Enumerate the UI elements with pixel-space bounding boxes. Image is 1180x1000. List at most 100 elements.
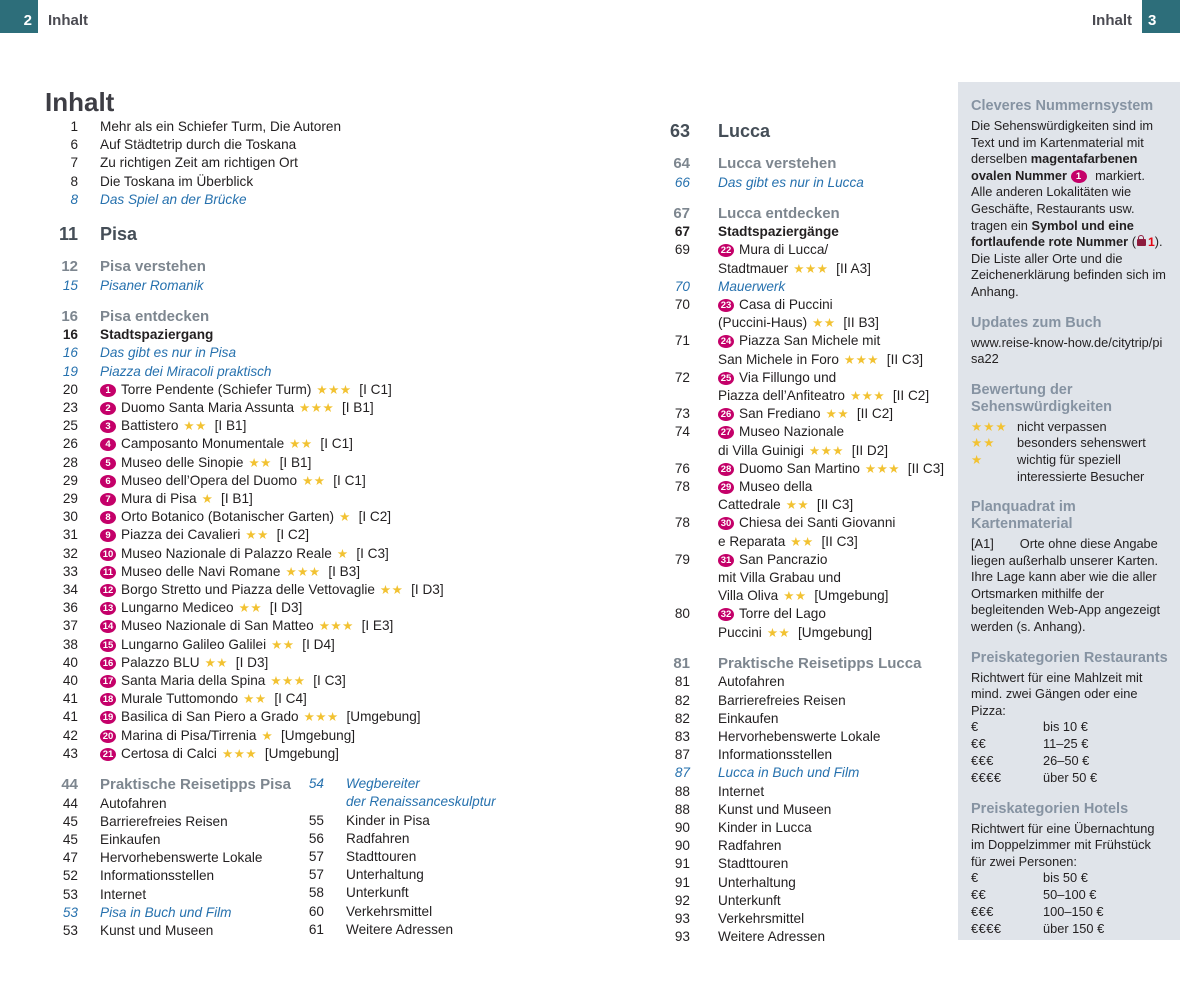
toc-entry[interactable]: 53 Kunst und Museen — [45, 922, 301, 940]
toc-entry[interactable]: 82 Einkaufen — [660, 710, 956, 728]
entry-label: Torre Pendente (Schiefer Turm) — [121, 381, 312, 397]
toc-entry[interactable]: 26 4 Camposanto Monumentale ★★ [I C1] — [45, 435, 640, 453]
toc-entry[interactable]: 16 Stadtspaziergang — [45, 326, 640, 344]
price-symbol: €€ — [971, 736, 987, 752]
toc-entry[interactable]: 58 Unterkunft — [301, 884, 496, 902]
section-heading[interactable]: 12 Pisa verstehen — [45, 257, 640, 277]
chapter-heading[interactable]: 63 Lucca — [660, 120, 956, 142]
entry-label: Radfahren — [718, 838, 782, 854]
toc-entry[interactable]: 41 18 Murale Tuttomondo ★★ [I C4] — [45, 690, 640, 708]
toc-entry[interactable]: 45 Barrierefreies Reisen — [45, 813, 301, 831]
toc-entry[interactable]: 29 6 Museo dell’Opera del Duomo ★★ [I C1] — [45, 472, 640, 490]
toc-entry[interactable]: 37 14 Museo Nazionale di San Matteo ★★★ [I … — [45, 617, 640, 635]
toc-entry[interactable]: 79 31 San Pancrazio mit Villa Grabau und Vil… — [660, 551, 956, 606]
toc-entry[interactable]: 52 Informationsstellen — [45, 867, 301, 885]
toc-entry[interactable]: 53 Internet — [45, 886, 301, 904]
toc-entry[interactable]: 44 Autofahren — [45, 795, 301, 813]
section-heading[interactable]: 44 Praktische Reisetipps Pisa — [45, 775, 301, 795]
toc-entry[interactable]: 72 25 Via Fillungo und Piazza dell’Anfiteat… — [660, 369, 956, 405]
toc-entry[interactable]: 61 Weitere Adressen — [301, 921, 496, 939]
toc-entry[interactable]: 80 32 Torre del Lago Puccini ★★ [Umgebung] — [660, 605, 956, 641]
entry-line: Barrierefreies Reisen — [100, 813, 228, 831]
toc-entry[interactable]: 87 Informationsstellen — [660, 746, 956, 764]
toc-entry[interactable]: 23 2 Duomo Santa Maria Assunta ★★★ [I B1] — [45, 399, 640, 417]
toc-entry[interactable]: 70 Mauerwerk — [660, 278, 956, 296]
toc-entry[interactable]: 8 Die Toskana im Überblick — [45, 173, 640, 191]
page-number: 83 — [674, 728, 690, 744]
toc-entry[interactable]: 74 27 Museo Nazionale di Villa Guinigi ★★★ [… — [660, 423, 956, 459]
toc-entry[interactable]: 29 7 Mura di Pisa ★ [I B1] — [45, 490, 640, 508]
toc-entry[interactable]: 93 Weitere Adressen — [660, 928, 956, 946]
toc-entry[interactable]: 43 21 Certosa di Calci ★★★ [Umgebung] — [45, 745, 640, 763]
toc-entry[interactable]: 47 Hervorhebenswerte Lokale — [45, 849, 301, 867]
section-heading[interactable]: 64 Lucca verstehen — [660, 154, 956, 174]
toc-entry[interactable]: 15 Pisaner Romanik — [45, 277, 640, 295]
toc-entry[interactable]: 53 Pisa in Buch und Film — [45, 904, 301, 922]
page-number: 12 — [61, 258, 78, 276]
toc-entry[interactable]: 6 Auf Städtetrip durch die Toskana — [45, 136, 640, 154]
entry-label: Puccini — [718, 624, 762, 640]
toc-entry[interactable]: 81 Autofahren — [660, 673, 956, 691]
entry-label: Pisa entdecken — [100, 307, 210, 325]
toc-entry[interactable]: 69 22 Mura di Lucca/Stadtmauer ★★★ [II A3] — [660, 241, 956, 277]
toc-entry[interactable]: 32 10 Museo Nazionale di Palazzo Reale ★ [I… — [45, 545, 640, 563]
toc-entry[interactable]: 87 Lucca in Buch und Film — [660, 764, 956, 782]
toc-entry[interactable]: 25 3 Battistero ★★ [I B1] — [45, 417, 640, 435]
toc-entry[interactable]: 90 Radfahren — [660, 837, 956, 855]
toc-entry[interactable]: 71 24 Piazza San Michele mit San Michele in… — [660, 332, 956, 368]
entry-line: 29 Museo della — [718, 478, 853, 496]
toc-entry[interactable]: 76 28 Duomo San Martino ★★★ [II C3] — [660, 460, 956, 478]
toc-entry[interactable]: 88 Kunst und Museen — [660, 801, 956, 819]
toc-entry[interactable]: 92 Unterkunft — [660, 892, 956, 910]
toc-entry[interactable]: 91 Unterhaltung — [660, 874, 956, 892]
toc-entry[interactable]: 38 15 Lungarno Galileo Galilei ★★ [I D4] — [45, 636, 640, 654]
star-rating: ★★★ — [316, 382, 352, 397]
toc-entry[interactable]: 45 Einkaufen — [45, 831, 301, 849]
toc-entry[interactable]: 67 Stadtspaziergänge — [660, 223, 956, 241]
sight-number-badge: 25 — [718, 371, 734, 385]
toc-entry[interactable]: 70 23 Casa di Puccini (Puccini-Haus) ★★ [II … — [660, 296, 956, 332]
toc-entry[interactable]: 55 Kinder in Pisa — [301, 812, 496, 830]
toc-entry[interactable]: 31 9 Piazza dei Cavalieri ★★ [I C2] — [45, 526, 640, 544]
book-updates-url[interactable]: www.reise-know-how.de/citytrip/pisa22 — [971, 334, 1163, 367]
toc-entry[interactable]: 41 19 Basilica di San Piero a Grado ★★★ [Um… — [45, 708, 640, 726]
toc-entry[interactable]: 66 Das gibt es nur in Lucca — [660, 174, 956, 192]
toc-entry[interactable]: 40 17 Santa Maria della Spina ★★★ [I C3] — [45, 672, 640, 690]
toc-entry[interactable]: 36 13 Lungarno Mediceo ★★ [I D3] — [45, 599, 640, 617]
entry-text: Unterhaltung — [346, 866, 424, 884]
toc-entry[interactable]: 7 Zu richtigen Zeit am richtigen Ort — [45, 154, 640, 172]
toc-entry[interactable]: 33 11 Museo delle Navi Romane ★★★ [I B3] — [45, 563, 640, 581]
toc-entry[interactable]: 91 Stadttouren — [660, 855, 956, 873]
toc-entry[interactable]: 54 Wegbereiter der Renaissanceskulptur — [301, 775, 496, 811]
toc-entry[interactable]: 19 Piazza dei Miracoli praktisch — [45, 363, 640, 381]
toc-entry[interactable]: 83 Hervorhebenswerte Lokale — [660, 728, 956, 746]
section-heading[interactable]: 16 Pisa entdecken — [45, 307, 640, 327]
toc-entry[interactable]: 57 Stadttouren — [301, 848, 496, 866]
toc-entry[interactable]: 82 Barrierefreies Reisen — [660, 692, 956, 710]
toc-entry[interactable]: 8 Das Spiel an der Brücke — [45, 191, 640, 209]
toc-entry[interactable]: 30 8 Orto Botanico (Botanischer Garten) ★ [… — [45, 508, 640, 526]
toc-entry[interactable]: 60 Verkehrsmittel — [301, 903, 496, 921]
toc-entry[interactable]: 42 20 Marina di Pisa/Tirrenia ★ [Umgebung] — [45, 727, 640, 745]
toc-entry[interactable]: 90 Kinder in Lucca — [660, 819, 956, 837]
chapter-heading[interactable]: 11 Pisa — [45, 223, 640, 245]
toc-entry[interactable]: 78 30 Chiesa dei Santi Giovanni e Reparata ★… — [660, 514, 956, 550]
toc-entry[interactable]: 16 Das gibt es nur in Pisa — [45, 344, 640, 362]
toc-entry[interactable]: 78 29 Museo della Cattedrale ★★ [II C3] — [660, 478, 956, 514]
entry-line: Kunst und Museen — [718, 801, 831, 819]
toc-entry[interactable]: 56 Radfahren — [301, 830, 496, 848]
page-number: 16 — [62, 327, 78, 343]
toc-entry[interactable]: 1 Mehr als ein Schiefer Turm, Die Autoren — [45, 118, 640, 136]
section-heading[interactable]: 67 Lucca entdecken — [660, 204, 956, 224]
entry-line: Pisaner Romanik — [100, 277, 204, 295]
toc-entry[interactable]: 57 Unterhaltung — [301, 866, 496, 884]
section-heading[interactable]: 81 Praktische Reisetipps Lucca — [660, 654, 956, 674]
toc-entry[interactable]: 88 Internet — [660, 783, 956, 801]
toc-entry[interactable]: 40 16 Palazzo BLU ★★ [I D3] — [45, 654, 640, 672]
toc-entry[interactable]: 73 26 San Frediano ★★ [II C2] — [660, 405, 956, 423]
page-number: 55 — [308, 812, 324, 828]
toc-entry[interactable]: 34 12 Borgo Stretto und Piazza delle Vetto… — [45, 581, 640, 599]
toc-entry[interactable]: 28 5 Museo delle Sinopie ★★ [I B1] — [45, 454, 640, 472]
toc-entry[interactable]: 93 Verkehrsmittel — [660, 910, 956, 928]
toc-entry[interactable]: 20 1 Torre Pendente (Schiefer Turm) ★★★ [I … — [45, 381, 640, 399]
